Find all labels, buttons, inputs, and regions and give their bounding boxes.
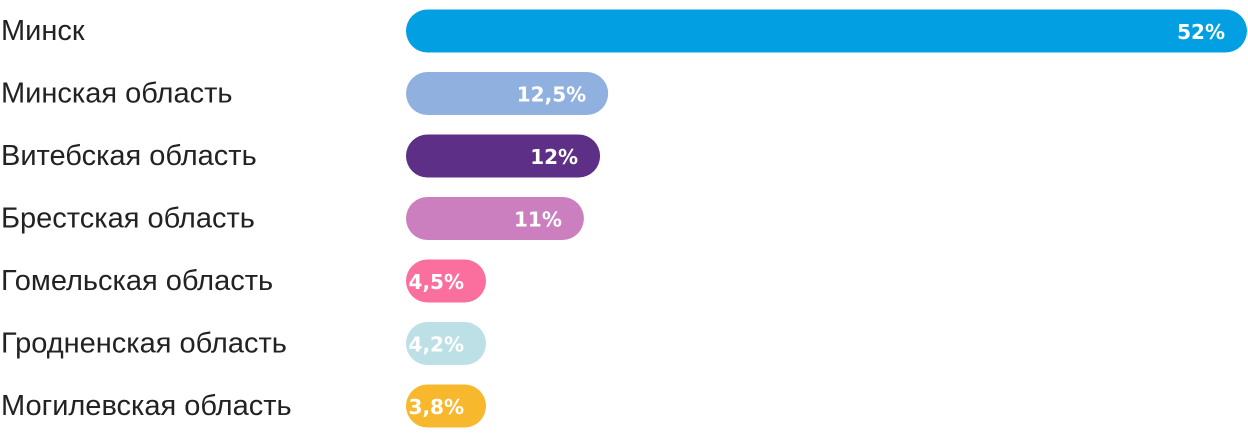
category-label: Брестская область [1, 203, 255, 235]
value-label: 11% [514, 208, 562, 232]
value-label: 12% [530, 145, 578, 169]
value-label: 4,2% [409, 333, 464, 357]
category-label: Витебская область [1, 140, 257, 172]
bar [406, 9, 1247, 53]
bars [406, 9, 1247, 428]
value-labels: 52% 12,5% 12% 11% 4,5% 4,2% 3,8% [409, 20, 1225, 419]
category-labels: Минск Минская область Витебская область Бре… [1, 15, 292, 422]
bar [406, 197, 584, 240]
category-label: Минск [1, 15, 85, 47]
bar [406, 72, 609, 115]
value-label: 12,5% [517, 83, 586, 107]
category-label: Гомельская область [1, 265, 273, 297]
category-label: Могилевская область [1, 390, 292, 422]
bar [406, 134, 601, 178]
category-label: Минская область [1, 78, 232, 110]
bar [406, 322, 486, 365]
bar [406, 259, 486, 303]
bar [406, 384, 486, 428]
value-label: 4,5% [409, 270, 464, 294]
category-label: Гродненская область [1, 328, 287, 360]
value-label: 3,8% [409, 395, 464, 419]
value-label: 52% [1177, 20, 1225, 44]
